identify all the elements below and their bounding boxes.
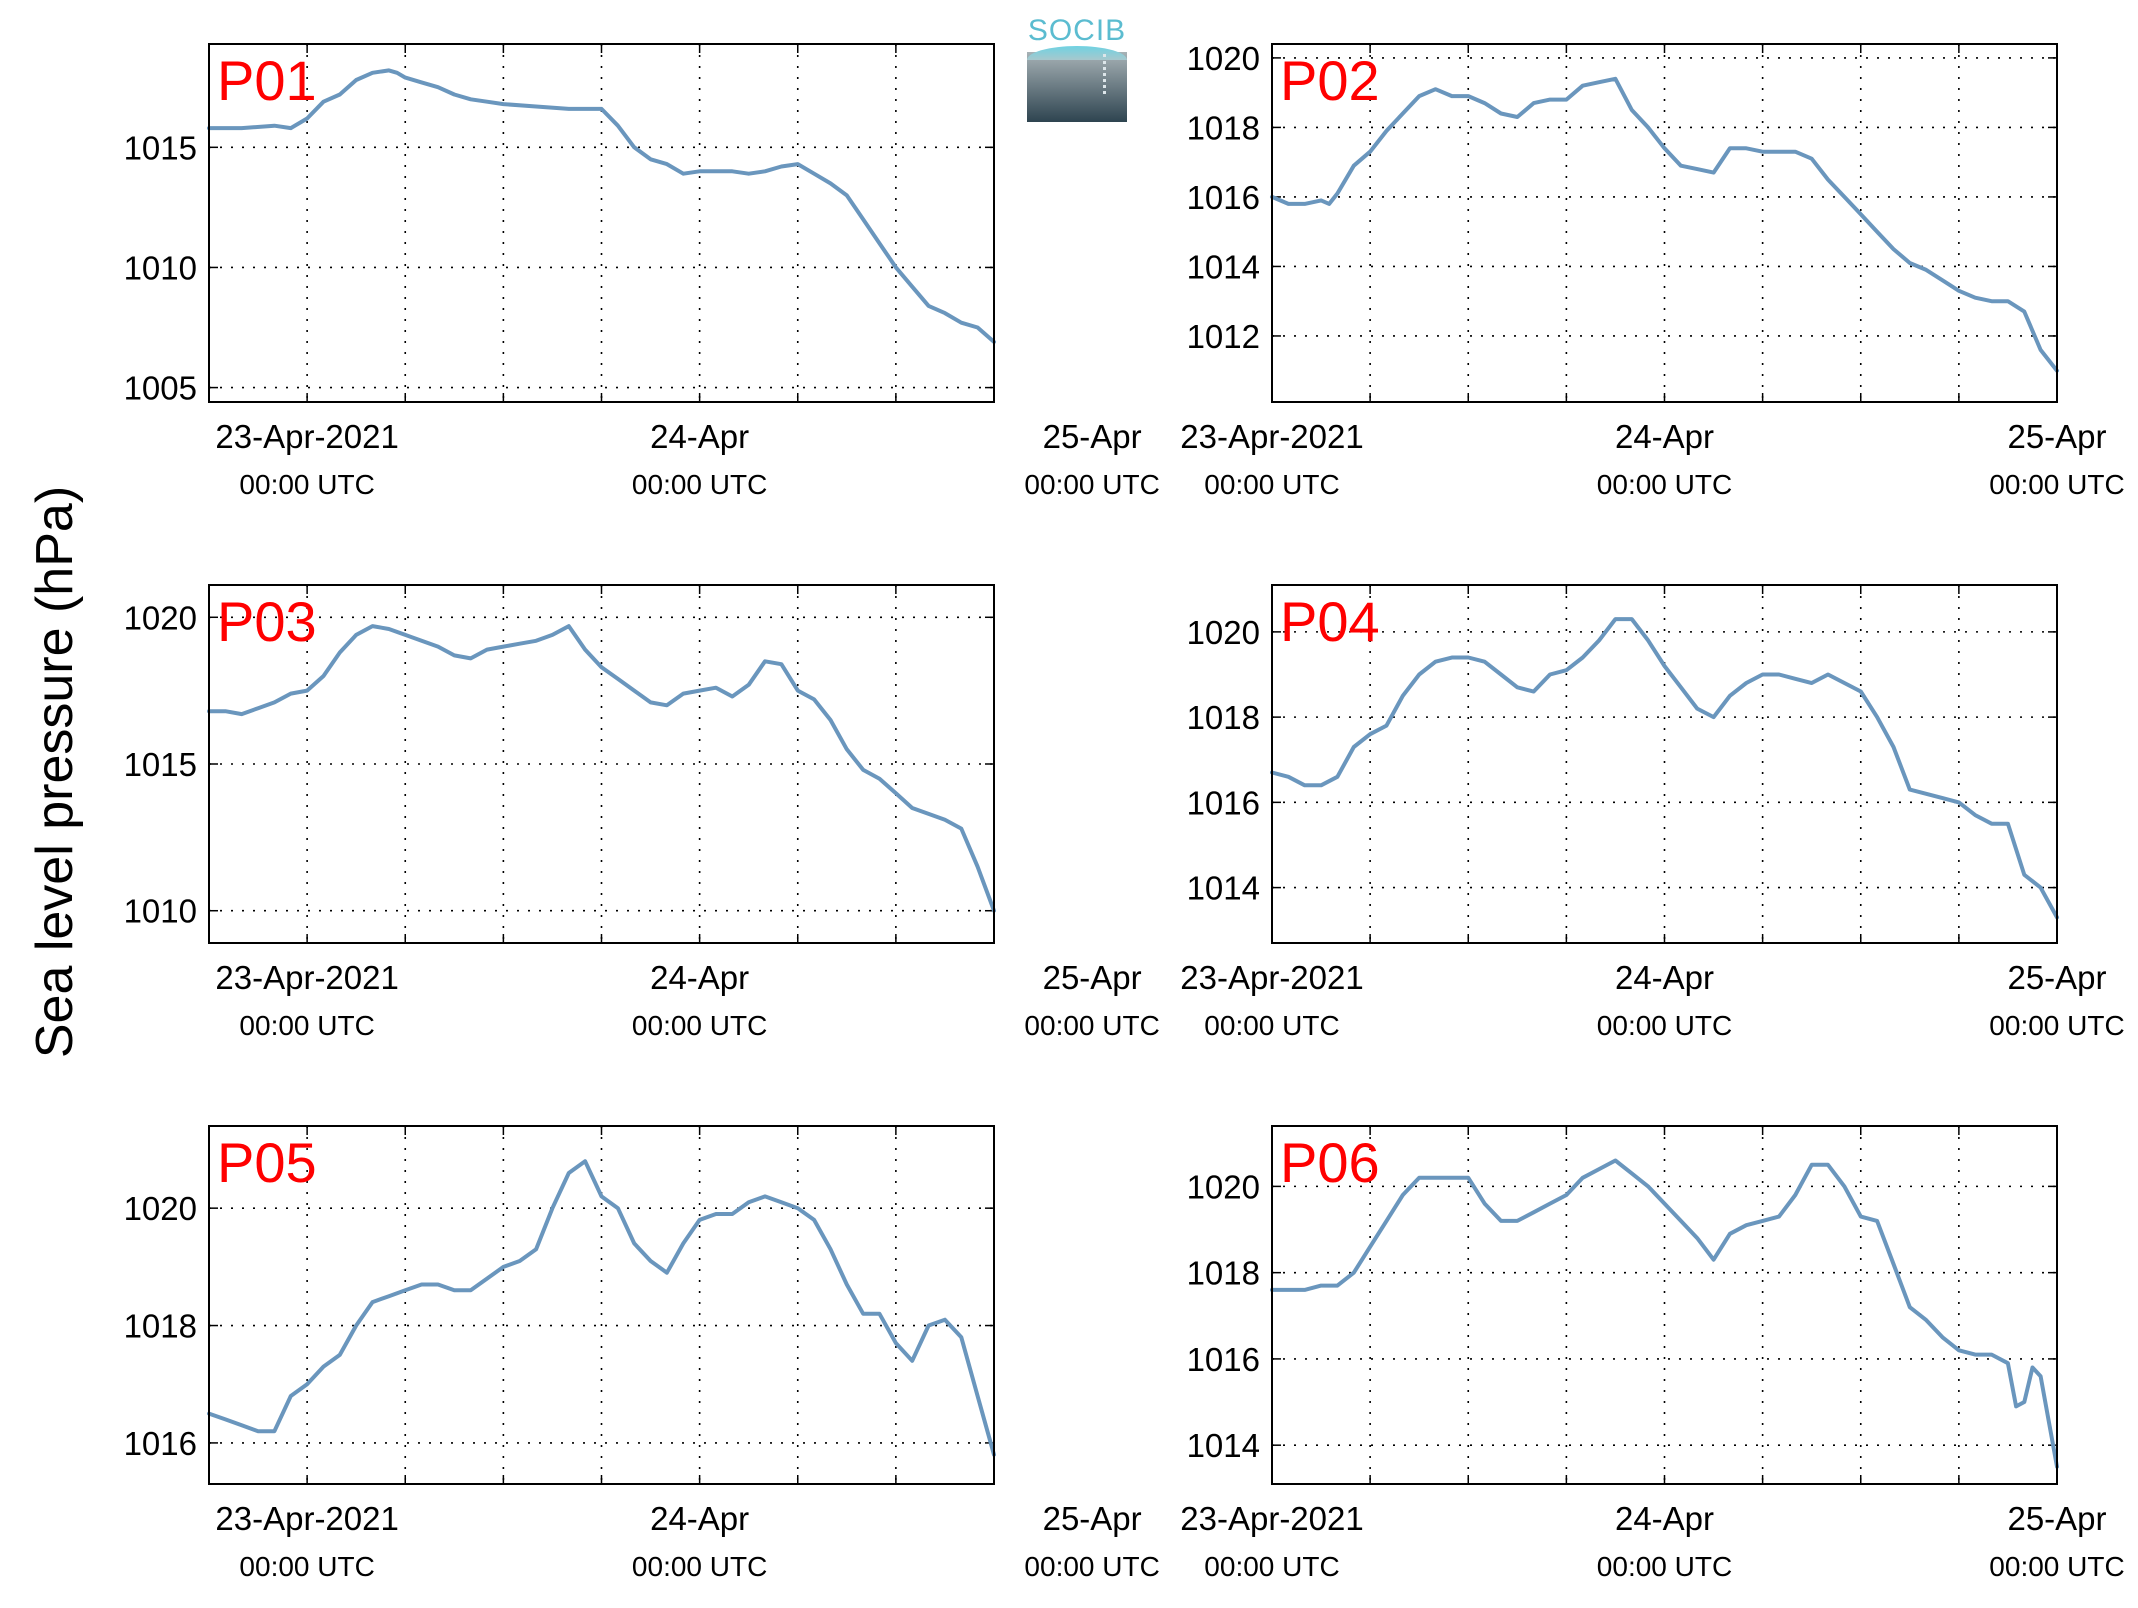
y-tick-label: 1015 bbox=[124, 129, 197, 166]
x-tick-sublabel: 00:00 UTC bbox=[1204, 469, 1339, 500]
logo-dots bbox=[1103, 54, 1106, 94]
panels: 1005 1010 1015 23-Apr-2021 00:00 UTC 24-Apr 00… bbox=[124, 40, 2125, 1582]
logo-block bbox=[1027, 52, 1127, 122]
y-tick-label: 1014 bbox=[1187, 870, 1260, 907]
x-tick-sublabel: 00:00 UTC bbox=[1597, 1010, 1732, 1041]
x-tick-label: 25-Apr bbox=[1043, 959, 1142, 996]
x-tick-sublabel: 00:00 UTC bbox=[1597, 1551, 1732, 1582]
axes-frame bbox=[1271, 43, 2058, 403]
y-tick-label: 1018 bbox=[1187, 1255, 1260, 1292]
y-tick-label: 1014 bbox=[1187, 1427, 1260, 1464]
axes-frame bbox=[208, 43, 995, 403]
plot-area bbox=[1272, 44, 2057, 402]
plot-area bbox=[1272, 1126, 2057, 1484]
panel-p02: 1012 1014 1016 1018 1020 23-Apr-2021 00:00 UTC… bbox=[1180, 40, 2124, 500]
x-tick-label: 23-Apr-2021 bbox=[1180, 418, 1363, 455]
x-tick-sublabel: 00:00 UTC bbox=[632, 1551, 767, 1582]
y-tick-label: 1020 bbox=[1187, 1168, 1260, 1205]
y-tick-label: 1020 bbox=[1187, 40, 1260, 77]
pressure-series-line bbox=[207, 1159, 996, 1457]
axes-frame bbox=[1271, 1125, 2058, 1485]
panel-p06: 1014 1016 1018 1020 23-Apr-2021 00:00 UTC 24-A… bbox=[1180, 1125, 2125, 1582]
panel-p05: 1016 1018 1020 23-Apr-2021 00:00 UTC 24-Apr 00… bbox=[124, 1125, 1160, 1582]
x-tick-label: 24-Apr bbox=[650, 959, 749, 996]
x-tick-sublabel: 00:00 UTC bbox=[1024, 1010, 1159, 1041]
plot-area bbox=[209, 1126, 994, 1484]
panel-p01: 1005 1010 1015 23-Apr-2021 00:00 UTC 24-Apr 00… bbox=[124, 43, 1160, 500]
x-tick-sublabel: 00:00 UTC bbox=[239, 1010, 374, 1041]
y-tick-label: 1014 bbox=[1187, 248, 1260, 285]
y-tick-label: 1012 bbox=[1187, 318, 1260, 355]
logo-wave bbox=[1027, 46, 1127, 60]
axes-frame bbox=[208, 584, 995, 944]
x-tick-sublabel: 00:00 UTC bbox=[239, 1551, 374, 1582]
plot-area bbox=[209, 585, 994, 943]
x-tick-sublabel: 00:00 UTC bbox=[1024, 1551, 1159, 1582]
y-tick-label: 1020 bbox=[124, 1190, 197, 1227]
y-tick-label: 1010 bbox=[124, 893, 197, 930]
x-tick-label: 23-Apr-2021 bbox=[1180, 959, 1363, 996]
panel-label: P04 bbox=[1280, 590, 1380, 653]
x-tick-label: 23-Apr-2021 bbox=[1180, 1500, 1363, 1537]
y-tick-label: 1020 bbox=[1187, 614, 1260, 651]
x-tick-label: 25-Apr bbox=[2007, 959, 2106, 996]
panel-p04: 1014 1016 1018 1020 23-Apr-2021 00:00 UTC 24-A… bbox=[1180, 584, 2125, 1041]
y-tick-label: 1018 bbox=[1187, 109, 1260, 146]
pressure-series-line bbox=[1270, 1158, 2059, 1469]
panel-label: P02 bbox=[1280, 49, 1380, 112]
panel-label: P06 bbox=[1280, 1131, 1380, 1194]
x-tick-sublabel: 00:00 UTC bbox=[1204, 1551, 1339, 1582]
x-tick-sublabel: 00:00 UTC bbox=[632, 1010, 767, 1041]
y-tick-label: 1016 bbox=[1187, 1341, 1260, 1378]
x-tick-label: 24-Apr bbox=[1615, 1500, 1714, 1537]
y-tick-label: 1010 bbox=[124, 249, 197, 286]
panel-label: P01 bbox=[217, 49, 317, 112]
pressure-series-line bbox=[1270, 617, 2059, 920]
x-tick-label: 25-Apr bbox=[2007, 1500, 2106, 1537]
pressure-series-line bbox=[207, 68, 996, 344]
axes-frame bbox=[208, 1125, 995, 1485]
x-tick-label: 25-Apr bbox=[1043, 1500, 1142, 1537]
x-tick-sublabel: 00:00 UTC bbox=[632, 469, 767, 500]
x-tick-sublabel: 00:00 UTC bbox=[239, 469, 374, 500]
x-tick-sublabel: 00:00 UTC bbox=[1989, 469, 2124, 500]
axes-frame bbox=[1271, 584, 2058, 944]
x-tick-label: 25-Apr bbox=[1043, 418, 1142, 455]
y-tick-label: 1016 bbox=[1187, 179, 1260, 216]
x-tick-label: 23-Apr-2021 bbox=[215, 1500, 398, 1537]
panel-p03: 1010 1015 1020 23-Apr-2021 00:00 UTC 24-Apr 00… bbox=[124, 584, 1160, 1041]
pressure-series-line bbox=[207, 624, 996, 913]
x-tick-label: 25-Apr bbox=[2007, 418, 2106, 455]
y-tick-label: 1020 bbox=[124, 599, 197, 636]
x-tick-label: 23-Apr-2021 bbox=[215, 959, 398, 996]
x-tick-label: 24-Apr bbox=[650, 418, 749, 455]
y-tick-label: 1018 bbox=[1187, 699, 1260, 736]
logo-text: SOCIB bbox=[1027, 14, 1127, 47]
x-tick-sublabel: 00:00 UTC bbox=[1989, 1551, 2124, 1582]
y-tick-label: 1005 bbox=[124, 370, 197, 407]
x-tick-sublabel: 00:00 UTC bbox=[1597, 469, 1732, 500]
x-tick-label: 24-Apr bbox=[650, 1500, 749, 1537]
x-tick-label: 23-Apr-2021 bbox=[215, 418, 398, 455]
y-axis-label: Sea level pressure (hPa) bbox=[26, 486, 84, 1058]
panel-label: P05 bbox=[217, 1131, 317, 1194]
x-tick-label: 24-Apr bbox=[1615, 418, 1714, 455]
socib-logo: SOCIB bbox=[1027, 10, 1127, 122]
y-tick-label: 1018 bbox=[124, 1308, 197, 1345]
plot-area bbox=[209, 44, 994, 402]
y-tick-label: 1016 bbox=[124, 1425, 197, 1462]
panel-label: P03 bbox=[217, 590, 317, 653]
x-tick-sublabel: 00:00 UTC bbox=[1024, 469, 1159, 500]
x-tick-sublabel: 00:00 UTC bbox=[1204, 1010, 1339, 1041]
x-tick-sublabel: 00:00 UTC bbox=[1989, 1010, 2124, 1041]
plot-area bbox=[1272, 585, 2057, 943]
y-tick-label: 1016 bbox=[1187, 784, 1260, 821]
pressure-series-line bbox=[1270, 76, 2059, 373]
y-tick-label: 1015 bbox=[124, 746, 197, 783]
x-tick-label: 24-Apr bbox=[1615, 959, 1714, 996]
